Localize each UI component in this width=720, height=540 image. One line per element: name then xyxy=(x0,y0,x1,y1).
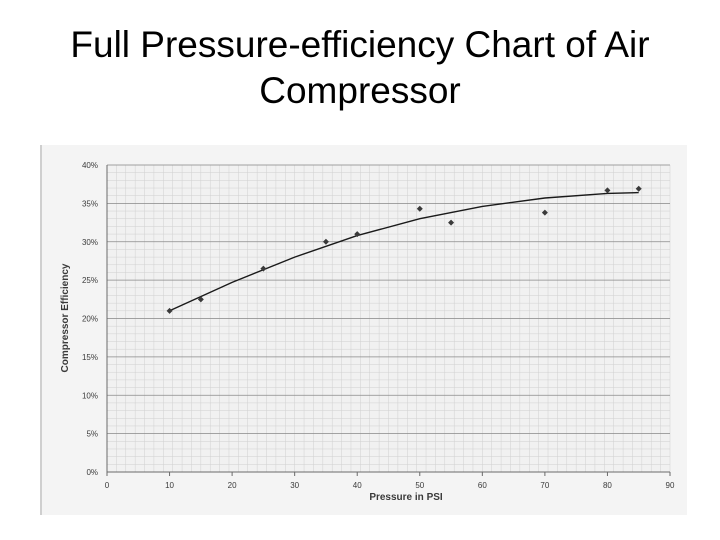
slide-title-line-2: Compressor xyxy=(259,70,461,111)
y-axis-label: Compressor Efficiency xyxy=(60,263,71,372)
x-tick-label: 40 xyxy=(353,481,362,490)
y-tick-label: 35% xyxy=(82,199,98,208)
data-point xyxy=(260,265,267,272)
data-point xyxy=(448,219,455,226)
data-point xyxy=(166,307,173,314)
y-tick-label: 30% xyxy=(82,238,98,247)
x-tick-label: 50 xyxy=(415,481,424,490)
x-tick-label: 20 xyxy=(228,481,237,490)
y-tick-label: 5% xyxy=(86,430,98,439)
x-tick-label: 30 xyxy=(290,481,299,490)
slide-title-line-1: Full Pressure-efficiency Chart of Air xyxy=(70,24,650,65)
y-tick-label: 25% xyxy=(82,276,98,285)
x-tick-label: 10 xyxy=(165,481,174,490)
trendline xyxy=(169,191,639,312)
y-tick-label: 10% xyxy=(82,391,98,400)
y-tick-labels: 0% 5% 10% 15% 20% 25% 30% 35% 40% xyxy=(82,161,98,477)
data-point xyxy=(541,209,548,216)
x-axis-label: Pressure in PSI xyxy=(369,492,443,503)
trendline-path xyxy=(169,191,639,312)
data-point xyxy=(604,187,611,194)
y-tick-label: 0% xyxy=(86,468,98,477)
data-point xyxy=(197,296,204,303)
data-point xyxy=(416,205,423,212)
x-tick-label: 70 xyxy=(540,481,549,490)
data-points xyxy=(166,185,642,314)
x-tick-label: 80 xyxy=(603,481,612,490)
axes xyxy=(106,165,670,473)
x-tick-label: 60 xyxy=(478,481,487,490)
data-point xyxy=(354,231,361,238)
data-point xyxy=(322,238,329,245)
x-tick-labels: 0 10 20 30 40 50 60 70 80 90 xyxy=(105,472,675,490)
y-tick-label: 15% xyxy=(82,353,98,362)
y-tick-label: 20% xyxy=(82,315,98,324)
x-tick-label: 0 xyxy=(105,481,110,490)
slide-title: Full Pressure-efficiency Chart of Air Co… xyxy=(0,22,720,114)
x-tick-label: 90 xyxy=(666,481,675,490)
y-tick-label: 40% xyxy=(82,161,98,170)
data-point xyxy=(635,185,642,192)
